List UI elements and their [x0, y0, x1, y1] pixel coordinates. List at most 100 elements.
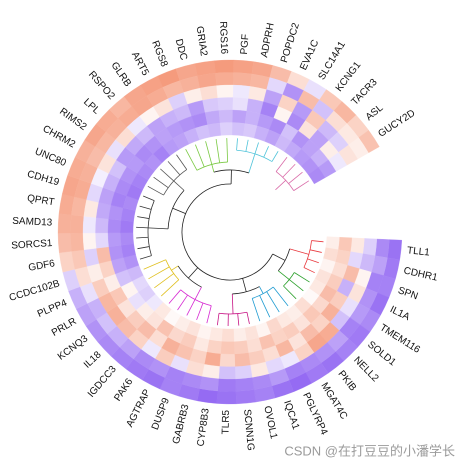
- gene-label: NELL2: [351, 355, 381, 385]
- heatmap-cell: [207, 122, 222, 138]
- heatmap-cell: [216, 84, 234, 99]
- gene-label: PRLR: [50, 316, 79, 339]
- dendrogram-branch: [154, 273, 174, 289]
- gene-label: GDF6: [28, 258, 57, 274]
- gene-label: IL18: [82, 349, 104, 371]
- heatmap-cell: [325, 236, 340, 250]
- heatmap-cell: [233, 72, 253, 87]
- heatmap-cell: [220, 341, 235, 355]
- heatmap-cell: [219, 122, 233, 136]
- heatmap-cell: [204, 110, 221, 125]
- dendrogram-branch: [173, 180, 185, 191]
- heatmap-cell: [204, 351, 221, 367]
- heatmap-cell: [218, 365, 236, 380]
- gene-label: QPRT: [26, 193, 55, 208]
- dendrogram-branch: [237, 313, 240, 326]
- dendrogram-branch: [272, 253, 286, 261]
- heatmap-cell: [95, 232, 110, 249]
- dendrogram-branch: [278, 248, 291, 272]
- dendrogram-branch: [153, 176, 169, 189]
- gene-label: GLRB: [108, 60, 133, 89]
- gene-label: RGS8: [149, 39, 169, 69]
- gene-label: TLL1: [406, 245, 430, 258]
- dendrogram-branch: [259, 286, 264, 294]
- dendrogram-branch: [194, 286, 202, 300]
- heatmap-cell: [82, 216, 97, 234]
- dendrogram-branch: [311, 240, 324, 243]
- heatmap-cell: [107, 232, 122, 247]
- gene-label: LPL: [81, 97, 102, 117]
- dendrogram-branch: [275, 171, 295, 191]
- gene-label: OVOL1: [261, 405, 279, 440]
- gene-label: SAMD13: [12, 216, 53, 229]
- dendrogram-branch: [136, 226, 149, 229]
- heatmap-cell: [232, 97, 249, 112]
- gene-label: TLR5: [221, 409, 233, 434]
- heatmap-cell: [234, 364, 253, 380]
- gene-label: GRIA2: [194, 25, 209, 57]
- gene-label: ASL: [364, 102, 386, 123]
- dendrogram-branch: [186, 299, 196, 316]
- heatmap-cell: [217, 97, 234, 111]
- dendrogram-branch: [226, 138, 229, 163]
- gene-label: UNC80: [33, 146, 68, 169]
- dendrogram-branch: [168, 289, 181, 304]
- heatmap-cell: [82, 232, 97, 250]
- gene-label: IL1A: [388, 304, 412, 323]
- dendrogram: [136, 138, 324, 326]
- dendrogram-branch: [136, 236, 149, 239]
- heatmap-cell: [199, 376, 219, 392]
- dendrogram-branch: [177, 294, 188, 311]
- heatmap-cell: [387, 239, 402, 260]
- heatmap-cell: [202, 97, 220, 113]
- dendrogram-branch: [176, 154, 188, 170]
- dendrogram-branch: [165, 259, 180, 280]
- heatmap-cell: [374, 238, 390, 258]
- dendrogram-branch: [309, 249, 322, 253]
- heatmap-cell: [107, 218, 122, 233]
- heatmap-cell: [233, 327, 247, 342]
- gene-label: POPDC2: [279, 21, 302, 64]
- gene-label: PGF: [239, 34, 252, 55]
- dendrogram-branch: [196, 302, 204, 321]
- dendrogram-branch: [215, 138, 221, 163]
- dendrogram-branch: [303, 267, 315, 274]
- gene-label: SPN: [396, 285, 419, 302]
- heatmap-cell: [206, 339, 222, 354]
- dendrogram-branch: [248, 153, 256, 174]
- gene-label: PKIB: [336, 369, 359, 394]
- gene-label: ART5: [129, 50, 151, 78]
- heatmap-cell: [217, 378, 237, 392]
- heatmap-cell: [108, 245, 124, 261]
- dendrogram-branch: [195, 144, 205, 168]
- heatmap: [57, 59, 402, 405]
- dendrogram-branch: [211, 164, 215, 173]
- watermark: CSDN @在打豆豆的小潘学长: [284, 443, 455, 458]
- heatmap-cell: [201, 363, 220, 379]
- heatmap-cell: [96, 202, 112, 220]
- dendrogram-branch: [242, 278, 247, 292]
- dendrogram-branch: [137, 216, 150, 219]
- dendrogram-branch: [171, 265, 179, 271]
- dendrogram-branch: [251, 298, 261, 322]
- dendrogram-branch: [148, 227, 169, 230]
- heatmap-cell: [232, 109, 247, 124]
- dendrogram-branch: [139, 255, 152, 260]
- gene-label: CCDC102B: [8, 278, 62, 304]
- dendrogram-branch: [283, 285, 297, 300]
- dendrogram-branch: [252, 286, 274, 299]
- dendrogram-branch: [263, 146, 269, 158]
- dendrogram-branch: [266, 291, 280, 313]
- dendrogram-branch: [206, 305, 212, 324]
- dendrogram-branch: [143, 195, 155, 201]
- heatmap-cell: [219, 353, 236, 367]
- gene-label: CHRM2: [41, 124, 78, 151]
- dendrogram-branch: [160, 168, 174, 182]
- dendrogram-branch: [288, 171, 303, 184]
- gene-label: DUSP9: [150, 396, 172, 431]
- dendrogram-branch: [275, 157, 288, 172]
- dendrogram-branch: [271, 151, 279, 162]
- dendrogram-branch: [307, 258, 319, 264]
- dendrogram-branch: [231, 293, 234, 314]
- heatmap-cell: [350, 237, 365, 254]
